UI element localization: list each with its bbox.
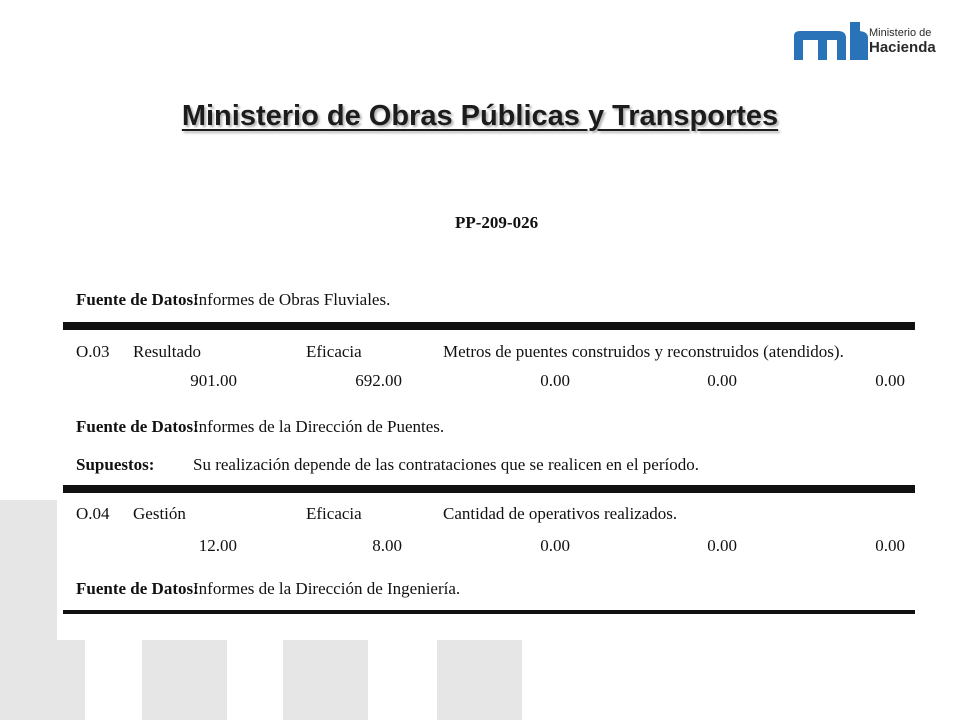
indicator-description: Cantidad de operativos realizados. xyxy=(443,504,678,523)
source-label: Fuente de Datos: xyxy=(76,417,199,436)
divider-3 xyxy=(63,610,915,614)
indicator-dimension: Eficacia xyxy=(306,342,362,361)
indicator-value: 0.00 xyxy=(540,371,570,390)
indicator-description: Metros de puentes construidos y reconstr… xyxy=(443,342,844,361)
indicator-value: 0.00 xyxy=(540,536,570,555)
indicator-value: 8.00 xyxy=(372,536,402,555)
assumption-value: Su realización depende de las contrataci… xyxy=(193,455,699,474)
source-value: Informes de la Dirección de Puentes. xyxy=(193,417,445,436)
indicator-value: 0.00 xyxy=(875,536,905,555)
indicator-type: Resultado xyxy=(133,342,201,361)
source-label: Fuente de Datos: xyxy=(76,579,199,598)
indicator-id: O.03 xyxy=(76,342,110,361)
indicator-dimension: Eficacia xyxy=(306,504,362,523)
indicator-value: 692.00 xyxy=(355,371,402,390)
indicator-id: O.04 xyxy=(76,504,110,523)
logo-mh-mark xyxy=(794,22,868,60)
divider-1 xyxy=(63,322,915,330)
indicator-value: 12.00 xyxy=(198,536,237,555)
document-code: PP-209-026 xyxy=(455,213,539,232)
indicator-value: 901.00 xyxy=(190,371,237,390)
background-shape-3 xyxy=(283,640,368,720)
background-shape-1 xyxy=(0,640,85,720)
divider-2 xyxy=(63,485,915,493)
source-value: Informes de la Dirección de Ingeniería. xyxy=(193,579,461,598)
top-source-label: Fuente de Datos: xyxy=(76,290,199,309)
logo-line-1: Ministerio de xyxy=(869,27,932,39)
indicator-value: 0.00 xyxy=(707,536,737,555)
top-source-value: Informes de Obras Fluviales. xyxy=(193,290,391,309)
ministerio-hacienda-logo xyxy=(794,22,868,60)
indicator-type: Gestión xyxy=(133,504,186,523)
logo-line-2: Hacienda xyxy=(869,39,936,56)
background-shape-2 xyxy=(142,640,227,720)
indicator-value: 0.00 xyxy=(875,371,905,390)
slide-title: Ministerio de Obras Públicas y Transport… xyxy=(181,100,779,132)
assumption-label: Supuestos: xyxy=(76,455,155,474)
logo-text: Ministerio de Hacienda xyxy=(869,27,936,56)
background-shape-4 xyxy=(437,640,522,720)
indicator-value: 0.00 xyxy=(707,371,737,390)
